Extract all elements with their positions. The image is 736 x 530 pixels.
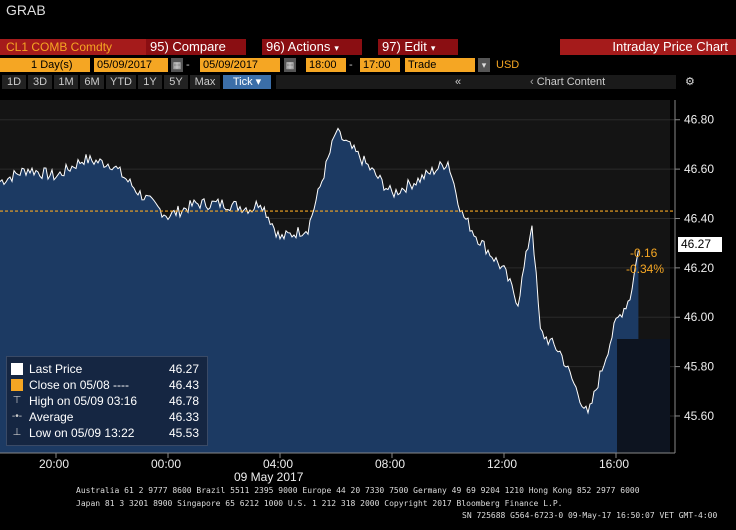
x-tick-label: 08:00 [375, 457, 405, 471]
legend-value: 46.33 [168, 410, 199, 424]
legend-value: 46.27 [168, 362, 199, 376]
legend-close[interactable]: Close on 05/08 ---- 46.43 [7, 377, 205, 393]
y-axis: 46.80 46.60 46.40 46.20 46.00 45.80 45.60 [675, 113, 714, 423]
low-marker-icon: ⊥ [12, 427, 22, 438]
x-tick-label: 20:00 [39, 457, 69, 471]
legend-value: 46.78 [168, 394, 199, 408]
chart-content-label: Chart Content [536, 76, 606, 88]
chevron-down-icon: ▾ [334, 43, 339, 53]
legend-label: Average [29, 410, 74, 424]
toolbar-spacer [276, 75, 676, 89]
actions-label: 96) Actions [266, 39, 331, 54]
period-number: 1 [31, 59, 38, 71]
chevron-left-icon: ‹ [530, 76, 534, 88]
legend-label: High on 05/09 03:16 [29, 394, 138, 408]
period-field[interactable]: 1 Day(s) [0, 58, 90, 72]
footer-phones: Australia 61 2 9777 8600 Brazil 5511 239… [76, 486, 640, 495]
time-separator: - [349, 59, 353, 71]
compare-button[interactable]: 95) Compare [146, 39, 246, 55]
y-tick-label: 46.00 [684, 310, 714, 324]
start-time-field[interactable]: 18:00 [306, 58, 346, 72]
legend-value: 45.53 [168, 426, 199, 440]
compare-label: 95) Compare [150, 39, 226, 54]
range-3d-button[interactable]: 3D [28, 75, 52, 89]
chevron-down-icon: ▾ [255, 76, 262, 88]
x-axis: 20:00 00:00 04:00 08:00 12:00 16:00 [39, 453, 629, 471]
range-1y-button[interactable]: 1Y [138, 75, 162, 89]
window-title: GRAB [6, 2, 46, 18]
edit-label: 97) Edit [382, 39, 427, 54]
x-tick-label: 00:00 [151, 457, 181, 471]
currency-label[interactable]: USD [496, 59, 520, 71]
legend-low[interactable]: ⊥ Low on 05/09 13:22 45.53 [7, 425, 205, 441]
legend-label: Low on 05/09 13:22 [29, 426, 135, 440]
ticker-field[interactable]: CL1 COMB Comdty [0, 39, 152, 55]
y-tick-label: 46.20 [684, 261, 714, 275]
period-unit: Day(s) [40, 59, 73, 71]
legend-average[interactable]: -•- Average 46.33 [7, 409, 205, 425]
y-tick-label: 46.80 [684, 113, 714, 127]
high-marker-icon: ⊤ [12, 395, 22, 406]
range-1m-button[interactable]: 1M [54, 75, 78, 89]
range-1d-button[interactable]: 1D [2, 75, 26, 89]
y-tick-label: 46.60 [684, 162, 714, 176]
legend-label: Close on 05/08 ---- [29, 378, 130, 392]
chart-title: Intraday Price Chart [560, 39, 736, 55]
chevron-down-icon: ▾ [430, 43, 436, 53]
legend-high[interactable]: ⊤ High on 05/09 03:16 46.78 [7, 393, 205, 409]
chevron-down-icon[interactable]: ▾ [478, 58, 490, 72]
tick-label: Tick [232, 76, 253, 88]
start-date-field[interactable]: 05/09/2017 [94, 58, 168, 72]
legend-last-price[interactable]: Last Price 46.27 [7, 361, 205, 377]
legend[interactable]: Last Price 46.27 Close on 05/08 ---- 46.… [6, 356, 208, 446]
calendar-icon[interactable]: ▦ [171, 58, 183, 72]
x-tick-label: 04:00 [263, 457, 293, 471]
range-max-button[interactable]: Max [190, 75, 220, 89]
field-select[interactable]: Trade [405, 58, 475, 72]
average-marker-icon: -•- [11, 411, 23, 422]
date-label: 09 May 2017 [234, 470, 304, 484]
y-tick-label: 45.80 [684, 360, 714, 374]
gear-icon[interactable]: ⚙ [685, 76, 695, 88]
tick-dropdown[interactable]: Tick ▾ [223, 75, 271, 89]
actions-button[interactable]: 96) Actions ▾ [262, 39, 362, 55]
price-line [0, 127, 639, 415]
range-ytd-button[interactable]: YTD [106, 75, 136, 89]
legend-value: 46.43 [168, 378, 199, 392]
collapse-icon[interactable]: « [455, 76, 462, 88]
white-square-icon [11, 363, 23, 375]
range-5y-button[interactable]: 5Y [164, 75, 188, 89]
y-tick-label: 45.60 [684, 409, 714, 423]
end-time-field[interactable]: 17:00 [360, 58, 400, 72]
x-tick-label: 12:00 [487, 457, 517, 471]
change-percent: -0.34% [626, 262, 665, 276]
y-tick-label: 46.40 [684, 211, 714, 225]
calendar-icon[interactable]: ▦ [284, 58, 296, 72]
footer-serial: SN 725688 G564-6723-0 09-May-17 16:50:07… [462, 511, 718, 520]
edit-button[interactable]: 97) Edit ▾ [378, 39, 458, 55]
chart-content-button[interactable]: ‹ Chart Content [530, 75, 650, 89]
end-date-field[interactable]: 05/09/2017 [200, 58, 280, 72]
change-value: -0.16 [630, 246, 658, 260]
x-tick-label: 16:00 [599, 457, 629, 471]
orange-square-icon [11, 379, 23, 391]
range-6m-button[interactable]: 6M [80, 75, 104, 89]
footer-phones-2: Japan 81 3 3201 8900 Singapore 65 6212 1… [76, 499, 563, 508]
date-separator: - [186, 59, 190, 71]
future-shade [617, 339, 670, 453]
legend-label: Last Price [29, 362, 83, 376]
last-price-tag: 46.27 [678, 237, 722, 252]
